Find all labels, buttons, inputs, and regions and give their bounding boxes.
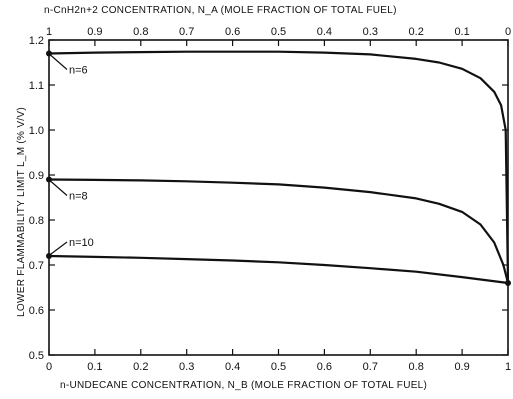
- x-tick-label: 0.5: [271, 361, 286, 373]
- x-tick-label: 0.6: [317, 361, 332, 373]
- plot-frame: [48, 39, 509, 356]
- x-tick-label: 0.2: [133, 361, 148, 373]
- curves: [48, 50, 510, 285]
- top-tick-label: 0.2: [409, 26, 424, 38]
- bottom-axis-title: n-UNDECANE CONCENTRATION, N_B (MOLE FRAC…: [60, 380, 427, 391]
- y-tick-label: 1.1: [29, 80, 44, 92]
- top-tick-label: 0.5: [271, 26, 286, 38]
- series-leader-line: [50, 55, 68, 70]
- top-tick-label: 0.3: [363, 26, 378, 38]
- x-tick-label: 0: [46, 361, 52, 373]
- top-tick-label: 0.1: [454, 26, 469, 38]
- top-axis-title: n-CnH2n+2 CONCENTRATION, N_A (MOLE FRACT…: [44, 5, 397, 16]
- y-tick-label: 0.7: [29, 260, 44, 272]
- x-tick-label: 0.9: [454, 361, 469, 373]
- top-tick-label: 0.9: [87, 26, 102, 38]
- top-tick-label: 0.6: [225, 26, 240, 38]
- tick-marks: [48, 39, 509, 356]
- data-point: [46, 253, 52, 259]
- x-tick-label: 1: [505, 361, 511, 373]
- y-tick-label: 0.9: [29, 170, 44, 182]
- top-tick-label: 0.7: [179, 26, 194, 38]
- curve-labels: n=6 n=8 n=10: [50, 55, 94, 255]
- x-tick-label: 0.7: [363, 361, 378, 373]
- x-tick-label: 0.4: [225, 361, 240, 373]
- x-tick-label: 0.8: [409, 361, 424, 373]
- top-tick-label: 1: [46, 26, 52, 38]
- x-tick-label: 0.1: [87, 361, 102, 373]
- top-tick-label: 0.8: [133, 26, 148, 38]
- series-line-n=10: [48, 254, 509, 285]
- bottom-tick-labels: 0 0.1 0.2 0.3 0.4 0.5 0.6 0.7 0.8 0.9 1: [46, 361, 511, 373]
- data-point: [46, 50, 52, 57]
- series-leader-line: [50, 241, 68, 255]
- y-tick-label: 0.8: [29, 215, 44, 227]
- series-leader-line: [50, 181, 68, 196]
- y-tick-labels: 0.5 0.6 0.7 0.8 0.9 1.0 1.1 1.2: [29, 35, 44, 362]
- y-tick-label: 1.0: [29, 125, 44, 137]
- y-tick-label: 1.2: [29, 35, 44, 47]
- top-tick-labels: 1 0.9 0.8 0.7 0.6 0.5 0.4 0.3 0.2 0.1 0: [46, 26, 511, 38]
- series-label: n=6: [69, 65, 88, 77]
- series-label: n=8: [69, 191, 88, 203]
- y-tick-label: 0.6: [29, 305, 44, 317]
- data-markers: [46, 50, 511, 286]
- series-line-n=8: [48, 178, 510, 284]
- data-point: [505, 280, 511, 286]
- y-tick-label: 0.5: [29, 350, 44, 362]
- top-tick-label: 0.4: [317, 26, 332, 38]
- y-axis-title: LOWER FLAMMABILITY LIMIT L_M (% V/V): [16, 107, 27, 317]
- x-tick-label: 0.3: [179, 361, 194, 373]
- top-tick-label: 0: [505, 26, 511, 38]
- series-label: n=10: [69, 237, 94, 249]
- data-point: [46, 176, 52, 183]
- series-line-n=6: [48, 50, 510, 284]
